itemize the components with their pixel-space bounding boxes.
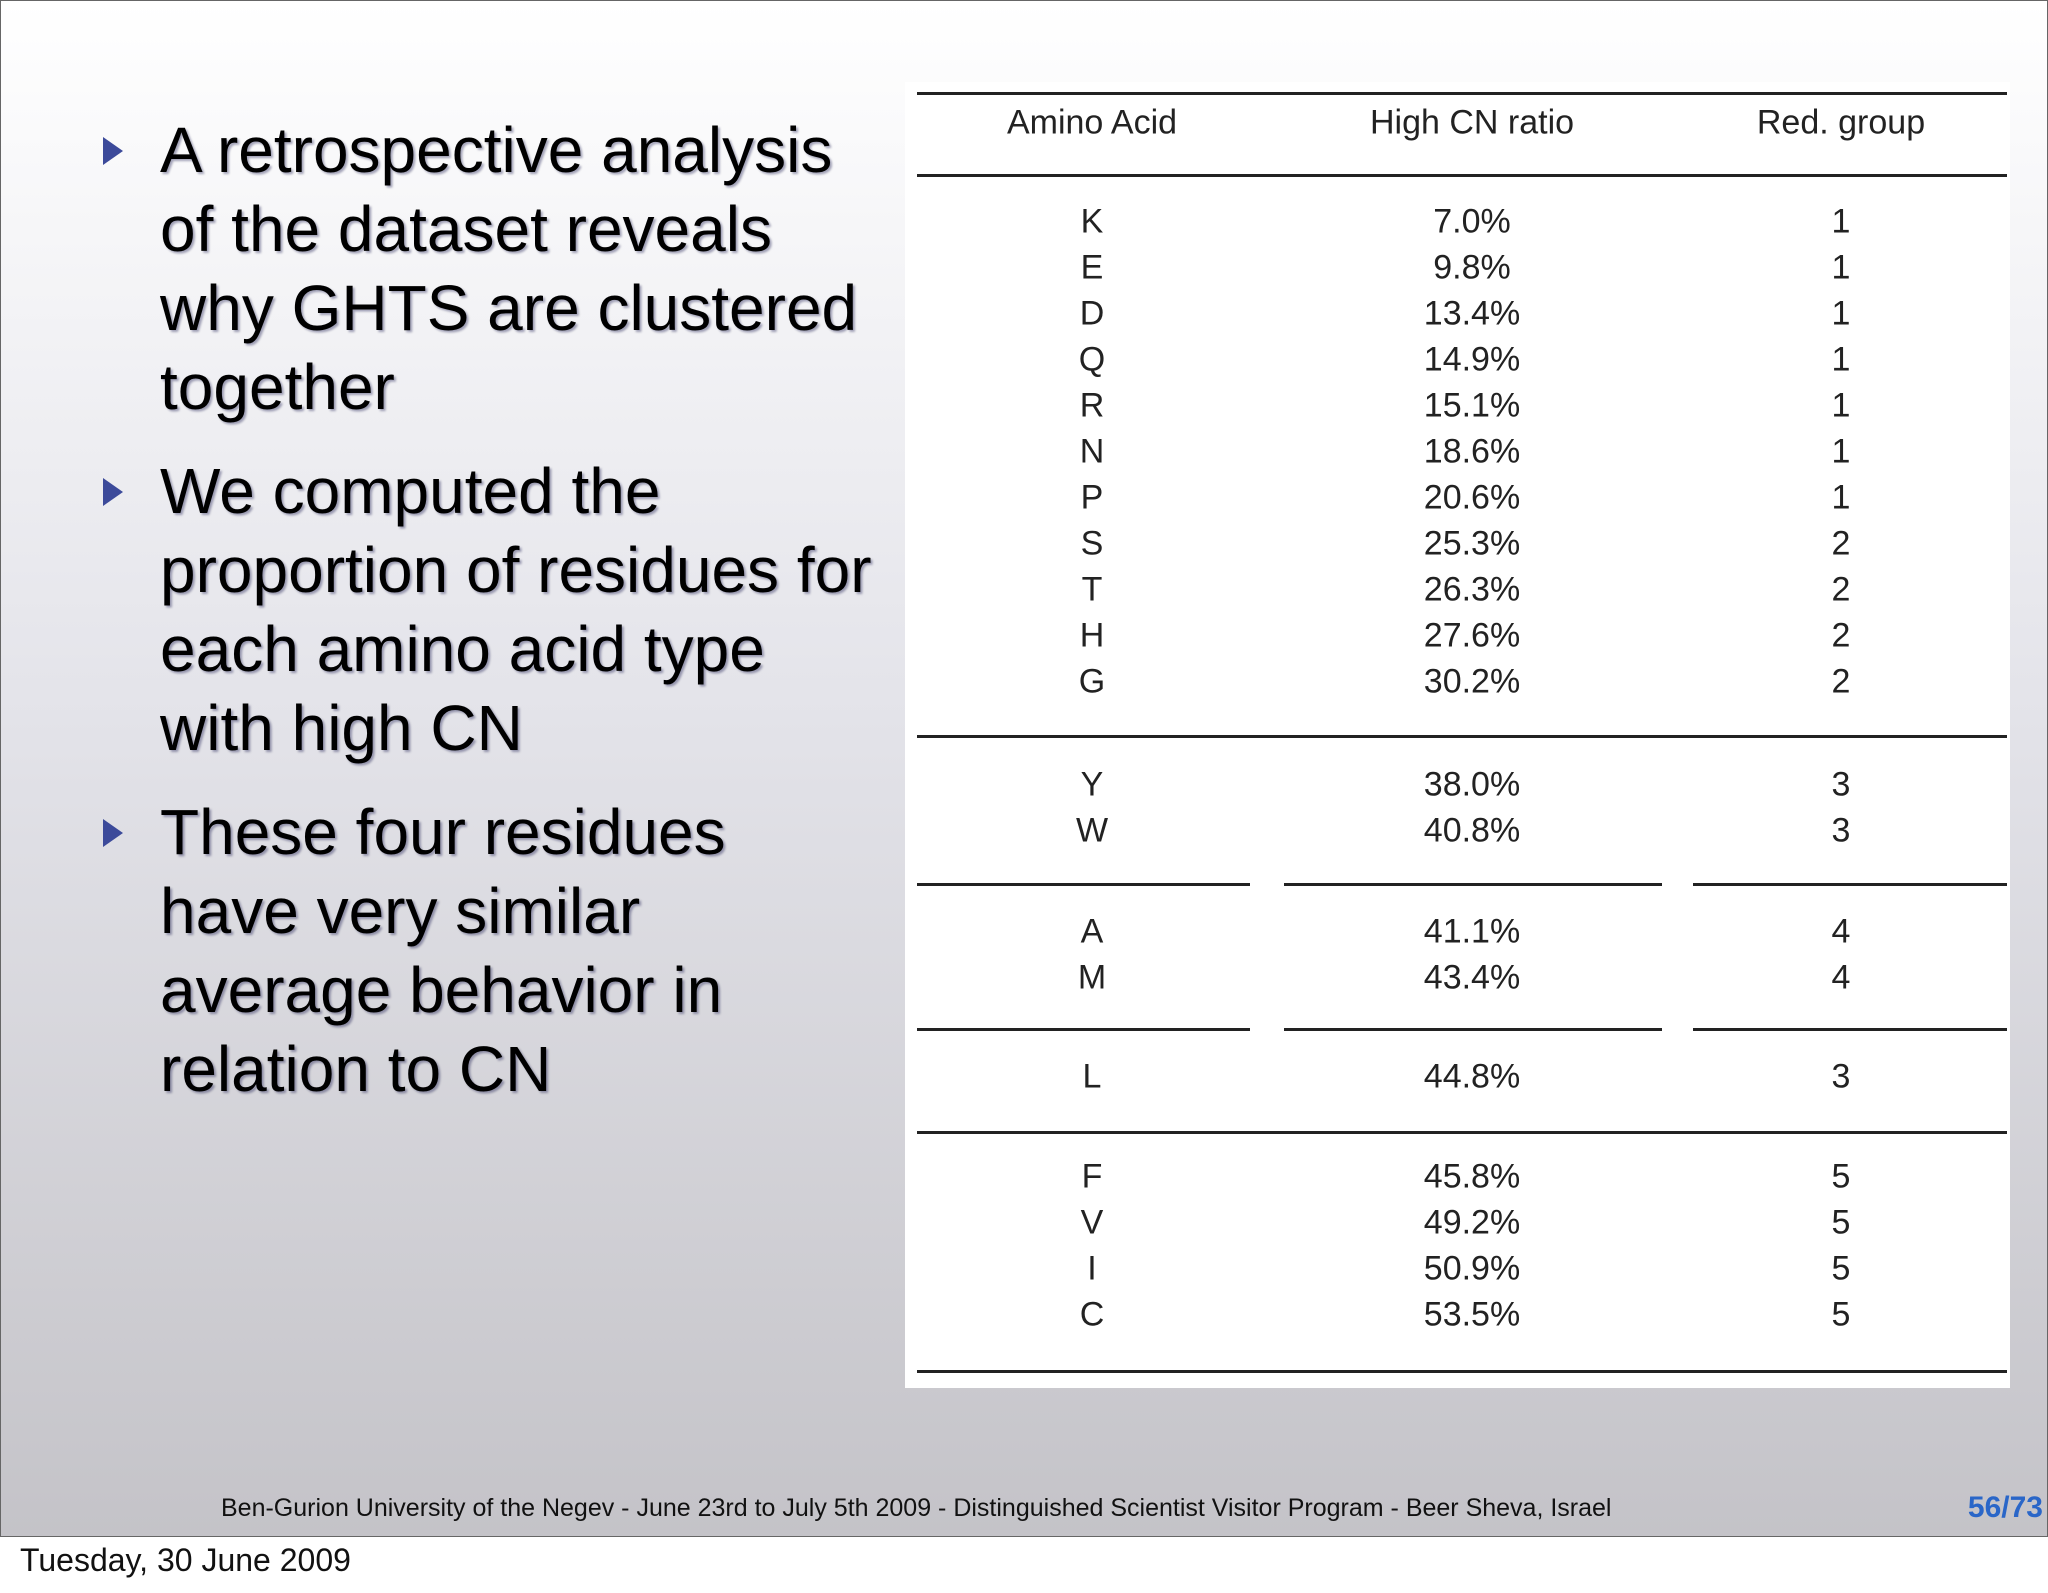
table-cell: 1 (1831, 248, 1851, 287)
table-cell: 44.8% (1423, 1057, 1521, 1096)
table-cell: A (1080, 912, 1104, 951)
table-cell: 5 (1831, 1249, 1851, 1288)
table-cell: 4 (1831, 958, 1851, 997)
table-cell: 26.3% (1423, 570, 1521, 609)
table-cell: 13.4% (1423, 294, 1521, 333)
table-cell: 25.3% (1423, 524, 1521, 563)
table-cell: K (1080, 202, 1104, 241)
table-rule (917, 1028, 1250, 1031)
table-cell: E (1080, 248, 1104, 287)
table-cell: 49.2% (1423, 1203, 1521, 1242)
table-cell: R (1079, 386, 1105, 425)
table-cell: 1 (1831, 432, 1851, 471)
table-rule (1693, 1028, 2007, 1031)
slide: A retrospective analysis of the dataset … (0, 0, 2048, 1537)
table-cell: 14.9% (1423, 340, 1521, 379)
table-cell: Y (1080, 765, 1104, 804)
table-cell: 40.8% (1423, 811, 1521, 850)
table-rule (917, 1370, 2007, 1373)
column-header: High CN ratio (1369, 103, 1575, 142)
table-cell: 1 (1831, 478, 1851, 517)
table-cell: 5 (1831, 1203, 1851, 1242)
table-rule (1693, 883, 2007, 886)
bullet: A retrospective analysis of the dataset … (160, 114, 858, 423)
table-cell: 20.6% (1423, 478, 1521, 517)
column-header: Amino Acid (1006, 103, 1178, 142)
table-cell: 30.2% (1423, 662, 1521, 701)
bullet-arrow (103, 478, 123, 506)
table-cell: 2 (1831, 616, 1851, 655)
table-cell: V (1080, 1203, 1104, 1242)
table-cell: L (1082, 1057, 1102, 1096)
table-cell: Q (1078, 340, 1106, 379)
table-cell: C (1079, 1295, 1105, 1334)
bullet-arrow (103, 137, 123, 165)
table-cell: 3 (1831, 1057, 1851, 1096)
table-cell: 27.6% (1423, 616, 1521, 655)
table-cell: N (1079, 432, 1105, 471)
table-cell: 5 (1831, 1295, 1851, 1334)
footer: Ben-Gurion University of the Negev - Jun… (221, 1494, 1612, 1522)
table-cell: 1 (1831, 386, 1851, 425)
table-cell: 18.6% (1423, 432, 1521, 471)
table-cell: 41.1% (1423, 912, 1521, 951)
table-cell: 53.5% (1423, 1295, 1521, 1334)
table-cell: 2 (1831, 662, 1851, 701)
bullet-arrow (103, 819, 123, 847)
table-cell: F (1081, 1157, 1103, 1196)
table-rule (917, 1131, 2007, 1134)
table-cell: 45.8% (1423, 1157, 1521, 1196)
table-cell: 9.8% (1433, 248, 1511, 287)
table-rule (917, 883, 1250, 886)
table-cell: I (1087, 1249, 1097, 1288)
table-cell: P (1080, 478, 1104, 517)
column-header: Red. group (1756, 103, 1926, 142)
table-cell: T (1081, 570, 1103, 609)
table-cell: H (1079, 616, 1105, 655)
table-cell: 3 (1831, 765, 1851, 804)
table-cell: 5 (1831, 1157, 1851, 1196)
table-cell: 2 (1831, 524, 1851, 563)
table-cell: 1 (1831, 202, 1851, 241)
table-cell: 2 (1831, 570, 1851, 609)
page-number: 56/73 (1967, 1491, 2043, 1524)
table-cell: 38.0% (1423, 765, 1521, 804)
table-cell: M (1077, 958, 1107, 997)
table-cell: S (1080, 524, 1104, 563)
table-cell: 1 (1831, 340, 1851, 379)
table-cell: 43.4% (1423, 958, 1521, 997)
table-cell: G (1078, 662, 1106, 701)
date: Tuesday, 30 June 2009 (20, 1542, 351, 1578)
table: Amino Acid High CN ratio Red. group K 7.0% 1 E… (905, 82, 2010, 1388)
table-cell: 7.0% (1433, 202, 1511, 241)
table-cell: 4 (1831, 912, 1851, 951)
bullet: These four residues have very similar av… (160, 796, 726, 1105)
table-cell: 15.1% (1423, 386, 1521, 425)
table-cell: 1 (1831, 294, 1851, 333)
table-rule (1284, 883, 1662, 886)
table-rule (1284, 1028, 1662, 1031)
table-cell: 3 (1831, 811, 1851, 850)
table-rule (917, 92, 2007, 95)
table-rule (917, 174, 2007, 177)
table-cell: D (1079, 294, 1105, 333)
bullet: We computed the proportion of residues f… (160, 455, 872, 764)
table-rule (917, 735, 2007, 738)
table-cell: 50.9% (1423, 1249, 1521, 1288)
table-cell: W (1075, 811, 1109, 850)
